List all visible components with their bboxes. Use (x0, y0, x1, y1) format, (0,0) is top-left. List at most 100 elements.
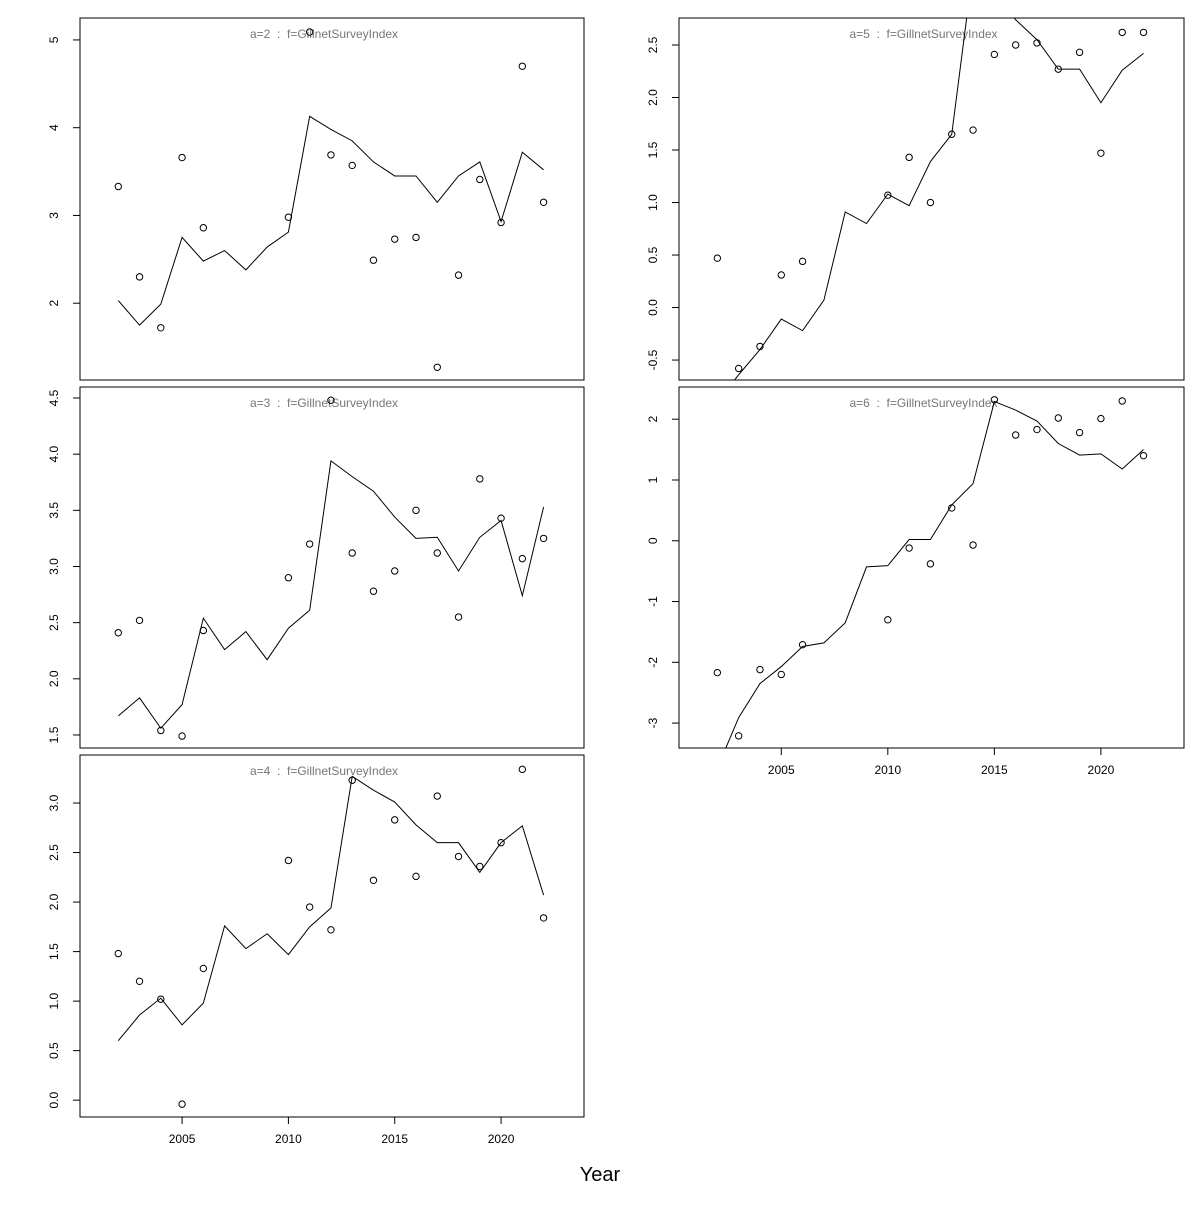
observed-point (454, 852, 463, 861)
fitted-line (725, 400, 1144, 748)
observed-point (756, 342, 764, 351)
observed-point (884, 191, 892, 199)
observed-point (1139, 451, 1148, 460)
observed-point (1011, 431, 1020, 439)
y-tick-label: 4 (47, 124, 61, 131)
y-tick-label: 2 (47, 300, 61, 307)
fitted-line (117, 460, 545, 730)
x-tick-label: 2015 (981, 763, 1008, 777)
y-tick-label: 0.0 (646, 299, 660, 316)
y-tick-label: 0.0 (47, 1091, 61, 1108)
observed-point (327, 151, 335, 159)
y-tick-label: 1.0 (646, 194, 660, 211)
plot-area (114, 765, 548, 1108)
observed-point (1097, 414, 1105, 423)
observed-point (412, 506, 420, 515)
y-tick-label: -0.5 (646, 349, 660, 370)
fitted-line (117, 115, 544, 326)
observed-point (777, 271, 785, 279)
observed-point (348, 549, 356, 557)
observed-point (178, 1100, 186, 1108)
observed-point (284, 574, 293, 582)
observed-point (327, 926, 335, 934)
y-tick-label: 1 (646, 476, 660, 483)
y-tick-label: 2.5 (47, 844, 61, 861)
observed-point (369, 256, 378, 264)
panel: a=4 : f=GillnetSurveyIndex 0.0 0.5 1.0 1.5 2.… (47, 754, 585, 1146)
observed-point (734, 732, 743, 740)
observed-point (713, 254, 722, 262)
plot-frame (678, 17, 1185, 381)
y-tick-label: 4.5 (47, 389, 61, 406)
observed-point (348, 161, 356, 170)
observed-point (926, 560, 935, 568)
y-tick-label: 3.5 (47, 502, 61, 519)
observed-point (305, 903, 314, 911)
observed-point (476, 862, 484, 871)
observed-point (476, 475, 484, 483)
panel: a=3 : f=GillnetSurveyIndex 1.5 2.0 2.5 3.0 3.… (47, 386, 585, 749)
y-tick-label: 0.5 (646, 246, 660, 263)
observed-point (305, 540, 314, 548)
panel: a=6 : f=GillnetSurveyIndex -3 -2 -1 0 1 2 2005 2… (646, 386, 1185, 777)
observed-point (518, 765, 527, 774)
observed-point (454, 271, 463, 279)
observed-point (1139, 28, 1148, 37)
observed-point (178, 732, 186, 740)
y-tick-label: 1.5 (646, 141, 660, 158)
x-tick-label: 2010 (874, 763, 901, 777)
observed-point (114, 629, 122, 637)
y-tick-label: 1.0 (47, 992, 61, 1009)
observed-point (135, 273, 144, 281)
observed-point (305, 28, 314, 36)
y-tick-label: 2.0 (646, 89, 660, 106)
observed-point (1011, 41, 1020, 49)
observed-point (284, 856, 293, 865)
observed-point (391, 816, 399, 824)
plot-area (114, 28, 548, 371)
y-tick-label: -3 (646, 717, 660, 728)
observed-point (391, 567, 399, 575)
observed-point (157, 324, 165, 332)
observed-point (1118, 28, 1126, 37)
observed-point (1033, 39, 1041, 47)
panel: a=5 : f=GillnetSurveyIndex -0.5 0.0 0.5 1.0 1… (646, 17, 1185, 381)
observed-point (905, 153, 913, 162)
observed-point (948, 504, 956, 512)
y-tick-label: 1.5 (47, 943, 61, 960)
plot-area (713, 18, 1148, 380)
x-axis-label: Year (580, 1164, 621, 1186)
observed-point (1054, 414, 1062, 422)
y-tick-label: 2.0 (47, 893, 61, 910)
plot-area (713, 396, 1148, 748)
observed-point (199, 964, 208, 973)
observed-point (1054, 65, 1062, 73)
observed-point (157, 995, 165, 1003)
observed-point (1118, 397, 1126, 405)
observed-point (518, 554, 527, 563)
x-tick-label: 2015 (381, 1132, 408, 1146)
panel-title: a=4 : f=GillnetSurveyIndex (250, 764, 398, 778)
observed-point (369, 876, 378, 884)
observed-point (348, 776, 356, 784)
plot-area (114, 396, 548, 740)
observed-point (433, 792, 441, 800)
y-tick-label: -1 (646, 596, 660, 607)
plot-frame (79, 17, 585, 381)
y-tick-label: 0 (646, 537, 660, 544)
observed-point (798, 640, 807, 649)
y-tick-label: 2.5 (47, 614, 61, 631)
observed-point (199, 224, 208, 232)
observed-point (990, 50, 999, 59)
observed-point (135, 616, 144, 625)
plot-frame (79, 386, 585, 749)
y-tick-label: -2 (646, 657, 660, 668)
observed-point (178, 153, 186, 162)
observed-point (1075, 48, 1084, 57)
y-tick-label: 0.5 (47, 1042, 61, 1059)
observed-point (412, 872, 420, 881)
observed-point (369, 587, 378, 595)
observed-point (199, 626, 208, 635)
y-tick-label: 2.5 (646, 36, 660, 53)
observed-point (539, 534, 548, 543)
